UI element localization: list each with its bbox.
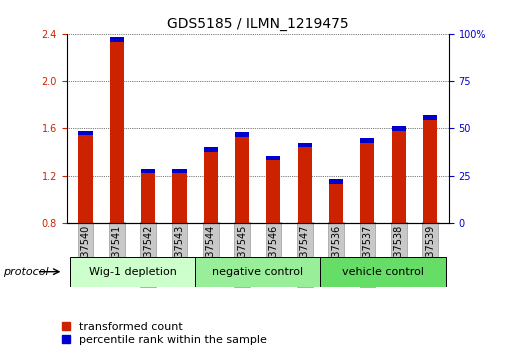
Text: vehicle control: vehicle control	[342, 267, 424, 277]
Bar	[266, 155, 281, 160]
Bar	[298, 143, 312, 147]
Bar	[321, 257, 446, 287]
Bar	[235, 132, 249, 223]
Bar	[329, 179, 343, 184]
Bar	[141, 169, 155, 223]
Bar	[235, 132, 249, 137]
Bar	[392, 126, 406, 223]
Bar	[78, 131, 92, 136]
Bar	[110, 37, 124, 223]
Bar	[172, 169, 187, 223]
Bar	[360, 138, 374, 143]
Bar	[392, 126, 406, 131]
Text: negative control: negative control	[212, 267, 303, 277]
Bar	[195, 257, 321, 287]
Bar	[70, 257, 195, 287]
Text: protocol: protocol	[3, 267, 49, 277]
Bar	[329, 179, 343, 223]
Title: GDS5185 / ILMN_1219475: GDS5185 / ILMN_1219475	[167, 17, 349, 31]
Bar	[110, 37, 124, 42]
Bar	[78, 131, 92, 223]
Bar	[141, 169, 155, 173]
Bar	[423, 115, 437, 223]
Bar	[172, 169, 187, 173]
Legend: transformed count, percentile rank within the sample: transformed count, percentile rank withi…	[62, 321, 267, 345]
Bar	[266, 155, 281, 223]
Text: Wig-1 depletion: Wig-1 depletion	[89, 267, 176, 277]
Bar	[298, 143, 312, 223]
Bar	[204, 147, 218, 223]
Bar	[360, 138, 374, 223]
Bar	[423, 115, 437, 120]
Bar	[204, 147, 218, 152]
